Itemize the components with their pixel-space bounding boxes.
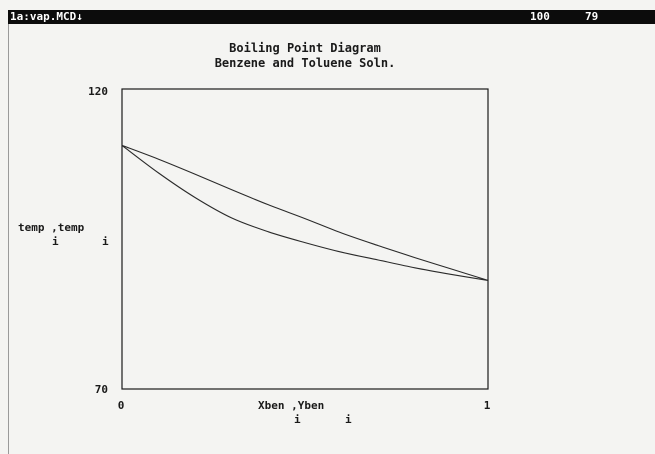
- x-tick-label-max: 1: [484, 399, 491, 412]
- y-axis-label-subscript-2: i: [102, 235, 109, 248]
- document-filename: 1a:vap.MCD↓: [10, 10, 83, 23]
- y-tick-label-max: 120: [88, 85, 108, 98]
- y-tick-label-min: 70: [95, 383, 108, 396]
- x-axis-label-subscript-2: i: [345, 413, 352, 426]
- title-bar: 1a:vap.MCD↓ 100 79: [8, 10, 655, 24]
- y-axis-label: temp ,temp: [18, 221, 85, 234]
- y-axis-label-subscript-1: i: [52, 235, 59, 248]
- x-axis-label: Xben ,Yben: [258, 399, 324, 412]
- status-indicator-2: 79: [585, 10, 599, 23]
- x-axis-label-subscript-1: i: [294, 413, 301, 426]
- window-left-edge: [8, 24, 9, 454]
- plot-frame: [121, 88, 489, 390]
- chart-subtitle: Benzene and Toluene Soln.: [215, 56, 396, 70]
- chart-title: Boiling Point Diagram: [229, 41, 381, 55]
- bubble-point-curve: [121, 144, 489, 281]
- x-tick-label-min: 0: [118, 399, 125, 412]
- dew-point-curve: [121, 144, 489, 281]
- status-indicator-1: 100: [530, 10, 550, 23]
